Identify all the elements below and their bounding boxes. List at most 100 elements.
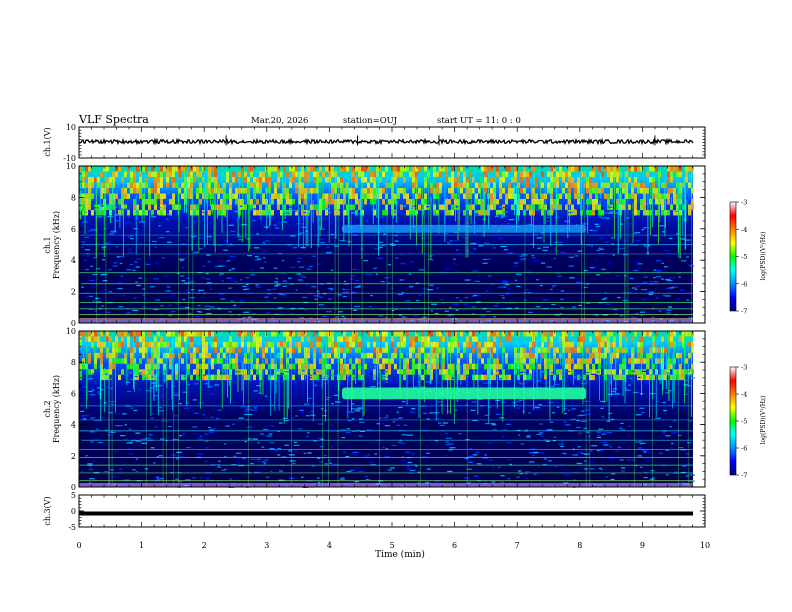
spectrogram-cell <box>575 386 579 388</box>
spectrogram-cell <box>196 363 199 370</box>
spectrogram-cell <box>396 411 400 413</box>
spectrogram-cell <box>595 336 598 342</box>
spectrogram-cell <box>277 166 280 172</box>
spectrogram-cell <box>568 409 571 411</box>
spectrogram-cell <box>433 240 437 242</box>
spectrogram-cell <box>346 341 349 348</box>
spectrogram-cell <box>511 331 514 337</box>
spectrogram-cell <box>277 352 280 359</box>
spectrogram-cell <box>102 237 105 239</box>
spectrogram-cell <box>457 204 460 210</box>
spectrogram-cell <box>353 377 358 379</box>
spectrogram-cell <box>121 198 124 205</box>
spectrogram-cell <box>123 479 130 481</box>
spectrogram-cell <box>274 281 279 283</box>
spectrogram-cell <box>577 250 582 252</box>
spectrogram-cell <box>262 193 265 199</box>
spectrogram-cell <box>151 363 154 370</box>
spectrogram-cell <box>643 331 646 337</box>
spectrogram-cell <box>574 166 577 172</box>
spectrogram-cell <box>595 204 598 210</box>
spectrogram-cell <box>633 269 639 272</box>
spectrogram-cell <box>358 166 361 172</box>
spectrogram-cell <box>249 425 255 427</box>
spectrogram-cell <box>365 475 368 477</box>
spectrogram-cell <box>121 341 124 348</box>
spectrogram-cell <box>563 221 567 223</box>
spectrogram-cell <box>169 331 172 337</box>
spectrogram-cell <box>589 336 592 342</box>
spectrogram-cell <box>643 451 647 453</box>
spectrogram-cell <box>441 302 445 304</box>
spectrogram-cell <box>263 463 267 465</box>
spectrogram-cell <box>261 461 267 463</box>
spectrogram-cell <box>415 166 418 172</box>
spectrogram-cell <box>140 438 144 441</box>
spectrogram-cell <box>583 270 588 272</box>
spectrogram-cell <box>668 306 673 308</box>
spectrogram-cell <box>112 341 115 348</box>
spectrogram-cell <box>237 462 241 464</box>
spectrogram-cell <box>553 176 556 183</box>
spectrogram-cell <box>358 470 365 472</box>
spectrogram-cell <box>448 369 451 375</box>
spectrogram-cell <box>106 176 109 183</box>
spectrogram-cell <box>115 430 122 433</box>
spectrogram-cell <box>456 249 459 251</box>
spectrogram-cell <box>133 375 139 378</box>
spectrogram-cell <box>178 258 185 260</box>
spectrogram-cell <box>580 243 584 245</box>
spectrogram-cell <box>482 262 488 264</box>
spectrogram-cell <box>658 358 661 364</box>
spectrogram-cell <box>329 289 333 291</box>
spectrogram-cell <box>369 305 372 308</box>
spectrogram-cell <box>332 404 338 407</box>
spectrogram-cell <box>673 166 676 172</box>
spectrogram-cell <box>592 166 595 172</box>
spectrogram-cell <box>87 230 93 232</box>
spectrogram-cell <box>411 207 415 209</box>
spectrogram-cell <box>224 468 228 470</box>
spectrogram-cell <box>380 280 385 283</box>
spectrogram-cell <box>106 347 109 353</box>
spectrogram-cell <box>352 451 359 454</box>
spectrogram-cell <box>296 257 303 259</box>
spectrogram-cell <box>472 331 475 337</box>
spectrogram-cell <box>166 213 172 215</box>
spectrogram-cell <box>228 401 235 404</box>
spectrogram-cell <box>586 414 591 416</box>
spectrogram-cell <box>451 176 454 183</box>
spectrogram-cell <box>535 198 538 205</box>
spectrogram-cell <box>138 277 143 279</box>
spectrogram-cell <box>628 223 633 225</box>
spectrogram-cell <box>153 385 159 387</box>
spectrogram-cell <box>631 358 634 364</box>
spectrogram-cell <box>547 187 550 194</box>
spectrogram-cell <box>666 377 670 379</box>
spectrogram-cell <box>211 166 214 172</box>
spectrogram-cell <box>206 236 212 238</box>
spectrogram-cell <box>471 306 476 308</box>
spectrogram-cell <box>666 309 672 312</box>
spectrogram-cell <box>487 331 490 337</box>
spectrogram-cell <box>133 204 136 210</box>
spectrogram-cell <box>689 474 695 476</box>
spectrogram-cell <box>239 299 245 302</box>
spectrogram-cell <box>286 206 292 208</box>
spectrogram-cell <box>133 409 138 412</box>
spectrogram-cell <box>142 374 145 381</box>
spectrogram-cell <box>233 304 237 306</box>
spectrogram-cell <box>539 452 545 454</box>
spectrogram-cell <box>229 300 235 302</box>
spectrogram-cell <box>100 358 103 364</box>
spectrogram-cell <box>277 182 280 188</box>
spectrogram-cell <box>346 432 351 434</box>
spectrogram-cell <box>370 386 376 388</box>
spectrogram-cell <box>424 193 427 199</box>
spectrogram-cell <box>602 432 607 434</box>
spectrogram-cell <box>181 341 184 348</box>
spectrogram-cell <box>274 227 280 229</box>
spectrogram-cell <box>298 266 305 268</box>
spectrogram-cell <box>289 460 296 462</box>
spectrogram-cell <box>235 176 238 183</box>
